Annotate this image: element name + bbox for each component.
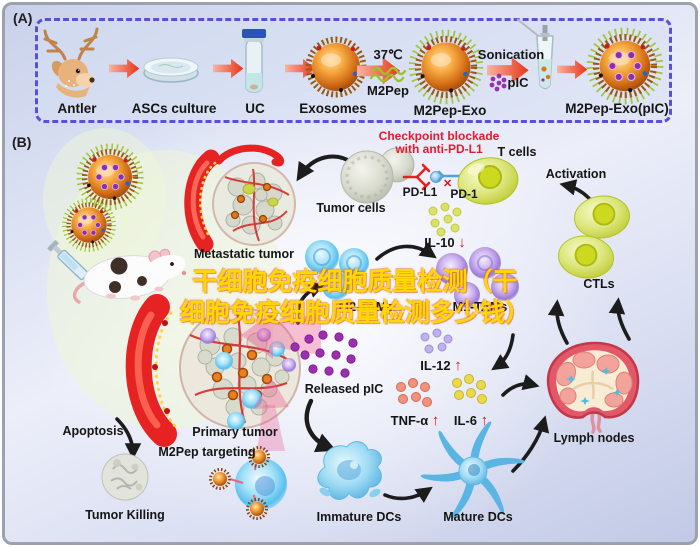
il12-label: IL-12 ↑	[420, 357, 461, 374]
arrow-dc-maturation	[383, 486, 433, 503]
t-cell-icon	[457, 157, 519, 205]
il12-dots-icon	[420, 328, 453, 354]
mini-exosome-icon	[209, 446, 270, 520]
ctl-icon	[558, 235, 614, 279]
immature-dc-icon	[317, 441, 382, 500]
lymph-node-icon	[546, 341, 640, 434]
sonication-tube-icon	[516, 18, 554, 90]
checkpoint-line1: Checkpoint blockade	[378, 129, 500, 143]
pd-1-label: PD-1	[450, 187, 478, 201]
uc-label: UC	[245, 101, 265, 116]
tumor-cells-icon	[340, 147, 415, 204]
temperature-label: 37℃	[373, 47, 403, 62]
il10-down-arrow-icon: ↓	[458, 234, 466, 251]
il12-up-arrow-icon: ↑	[454, 357, 462, 374]
tumor-cells-label: Tumor cells	[316, 201, 386, 215]
syringe-icon	[47, 240, 98, 290]
il6-label: IL-6 ↑	[454, 412, 488, 429]
immature-dcs-label: Immature DCs	[316, 510, 402, 524]
arrow-tumor-to-tams	[295, 282, 326, 325]
antler-label: Antler	[57, 101, 97, 116]
arrow-apoptosis	[115, 417, 142, 460]
pd-l1-antibody-icon	[402, 163, 431, 191]
released-pic-dots-icon	[290, 330, 358, 378]
arrow-pic-to-dc	[304, 398, 337, 453]
released-pic-label: Released pIC	[304, 382, 384, 396]
il10-text: IL-10	[424, 235, 455, 250]
green-glow	[43, 128, 167, 272]
lymph-nodes-label: Lymph nodes	[553, 431, 635, 445]
il6-dots-icon	[452, 374, 487, 404]
petri-dish-icon	[143, 57, 199, 83]
checkpoint-blockade-label: Checkpoint blockade with anti-PD-L1	[379, 130, 500, 156]
arrow-lymph-to-ctl-2	[608, 297, 631, 341]
checkpoint-line2: with anti-PD-L1	[395, 142, 483, 156]
tnfa-text: TNF-α	[390, 413, 429, 428]
m1-tam-icon	[436, 247, 519, 308]
ascs-culture-label: ASCs culture	[131, 101, 217, 116]
treatment-beam-icon	[241, 311, 321, 451]
primary-tumor-label: Primary tumor	[192, 425, 278, 439]
arrow-repolarization	[375, 242, 437, 261]
pd-l1-label: PD-L1	[402, 185, 438, 199]
m2pep-targeting-label: M2Pep targeting	[158, 445, 256, 459]
primary-tumor-icon	[125, 294, 321, 451]
arrow-m1-to-cytokines	[491, 333, 515, 371]
mature-dc-icon	[420, 421, 526, 521]
arrow-cytokines-lymph	[501, 374, 540, 397]
arrow-lymph-to-ctl-1	[547, 299, 569, 345]
deer-icon	[43, 27, 99, 98]
metastatic-tumor-label: Metastatic tumor	[193, 247, 295, 261]
blocked-cross-icon: ✕	[443, 178, 453, 190]
pic-dots-icon	[489, 73, 507, 92]
flow-arrow-icon	[213, 58, 244, 78]
dc-in-node-icon	[566, 367, 622, 405]
il6-up-arrow-icon: ↑	[480, 412, 489, 429]
flow-arrow-icon	[109, 58, 140, 78]
apoptotic-cell-icon	[101, 453, 149, 501]
metastatic-tumor-icon	[184, 144, 296, 253]
il10-dots-icon	[428, 202, 462, 237]
pic-label: pIC	[507, 75, 529, 90]
t-cells-label: T cells	[497, 145, 537, 159]
m2pep-exo-icon	[412, 33, 479, 100]
centrifuge-tube-icon	[242, 29, 266, 93]
m2-tams-label: M2-TAMs	[338, 300, 394, 314]
tnfa-label: TNF-α ↑	[391, 412, 440, 429]
m2pep-wave-icon	[369, 66, 407, 83]
panel-b-tag: (B)	[12, 134, 32, 150]
figure-graphics	[43, 18, 698, 521]
ctl-icon	[574, 195, 630, 239]
flow-arrow-icon	[557, 59, 588, 79]
exosome-icon	[309, 40, 364, 95]
il6-text: IL-6	[453, 413, 477, 428]
m2-tam-icon	[305, 240, 369, 300]
arrow-dc-to-lymph	[511, 415, 550, 473]
mature-dcs-label: Mature DCs	[443, 510, 513, 524]
apoptosis-label: Apoptosis	[62, 424, 124, 438]
panel-a-tag: (A)	[13, 10, 33, 26]
m2-cell-targeting-icon	[209, 446, 287, 520]
il10-label: IL-10 ↓	[424, 234, 465, 251]
sonication-label: Sonication	[477, 47, 545, 62]
m2pep-exo-label: M2Pep-Exo	[413, 103, 487, 118]
m2pep-exo-pic-icon	[590, 31, 659, 100]
exosomes-label: Exosomes	[299, 101, 367, 116]
il12-text: IL-12	[420, 358, 451, 373]
activation-label: Activation	[545, 167, 607, 181]
ctls-label: CTLs	[583, 277, 615, 291]
tumor-killing-label: Tumor Killing	[85, 508, 165, 522]
tnfa-dots-icon	[396, 378, 432, 407]
m1-tams-label: M1-TAMs	[452, 300, 508, 314]
m2pep-exo-pic-label: M2Pep-Exo(pIC)	[565, 101, 669, 116]
tnfa-up-arrow-icon: ↑	[431, 412, 440, 429]
mouse-icon	[72, 248, 187, 304]
m2pep-label: M2Pep	[367, 83, 409, 98]
